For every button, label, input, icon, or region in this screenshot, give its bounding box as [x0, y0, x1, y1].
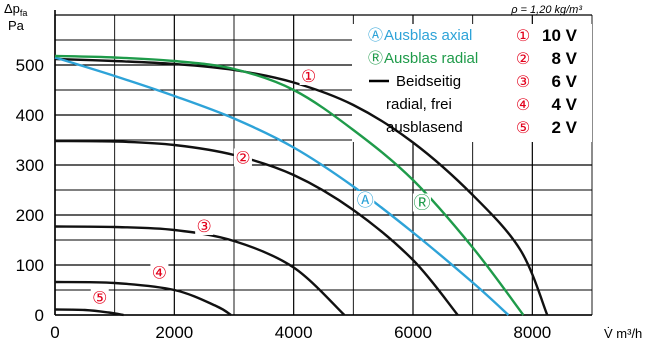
legend-label-free: Beidseitig — [396, 73, 461, 90]
series-line — [54, 308, 124, 317]
x-tick-label: 8000 — [513, 323, 551, 342]
legend-label-free: radial, frei — [386, 96, 452, 113]
legend-voltage-marker: ④ — [516, 97, 530, 114]
x-tick-label: 6000 — [394, 323, 432, 342]
density-note: ρ = 1,20 kg/m³ — [510, 4, 582, 16]
x-tick-label: 2000 — [155, 323, 193, 342]
legend-label-radial: Ausblas radial — [384, 50, 478, 67]
y-axis-unit: Pa — [8, 18, 25, 33]
legend-voltage-label: 8 V — [551, 49, 577, 68]
series-label-bg — [233, 148, 252, 167]
series-label: ④ — [152, 264, 167, 283]
series-line — [54, 57, 549, 316]
legend-label-free: ausblasend — [386, 119, 463, 136]
legend-voltage-marker: ③ — [516, 74, 530, 91]
legend-voltage-marker: ② — [516, 51, 530, 68]
legend-voltage-label: 6 V — [551, 72, 577, 91]
legend-marker-radial: Ⓡ — [368, 50, 383, 67]
legend-marker-axial: Ⓐ — [368, 27, 383, 44]
y-tick-label: 300 — [16, 156, 44, 175]
series-label-bg — [90, 288, 109, 307]
series-label: ① — [301, 67, 316, 86]
series-label-bg — [356, 191, 375, 209]
x-tick-label: 0 — [50, 323, 59, 342]
x-tick-label: 4000 — [275, 323, 313, 342]
legend-label-axial: Ausblas axial — [384, 27, 472, 44]
legend-voltage-marker: ① — [516, 28, 530, 45]
legend-voltage-label: 10 V — [542, 26, 578, 45]
series-line — [54, 56, 510, 316]
legend-voltage-label: 4 V — [551, 95, 577, 114]
y-tick-label: 500 — [16, 56, 44, 75]
series-label-bg — [412, 193, 431, 212]
series-line — [54, 225, 346, 316]
series-line — [54, 139, 459, 316]
series-line — [54, 54, 525, 316]
series-label: ③ — [197, 217, 212, 236]
series-label: Ⓡ — [413, 194, 430, 213]
series-label: ② — [235, 149, 250, 168]
y-tick-label: 0 — [35, 306, 44, 325]
legend-voltage-marker: ⑤ — [516, 120, 530, 137]
series-line — [54, 280, 232, 317]
x-axis-label: V̇ m³/h — [604, 326, 642, 341]
series-label-bg — [150, 263, 169, 282]
y-tick-label: 400 — [16, 106, 44, 125]
legend-box — [352, 24, 592, 142]
y-tick-label: 200 — [16, 206, 44, 225]
series-label-bg — [299, 67, 318, 85]
series-label: ⑤ — [92, 289, 107, 308]
legend-voltage-label: 2 V — [551, 118, 577, 137]
series-label-bg — [195, 217, 214, 235]
y-tick-label: 100 — [16, 256, 44, 275]
y-axis-label: Δpfa — [4, 1, 27, 18]
series-label: Ⓐ — [357, 191, 374, 210]
